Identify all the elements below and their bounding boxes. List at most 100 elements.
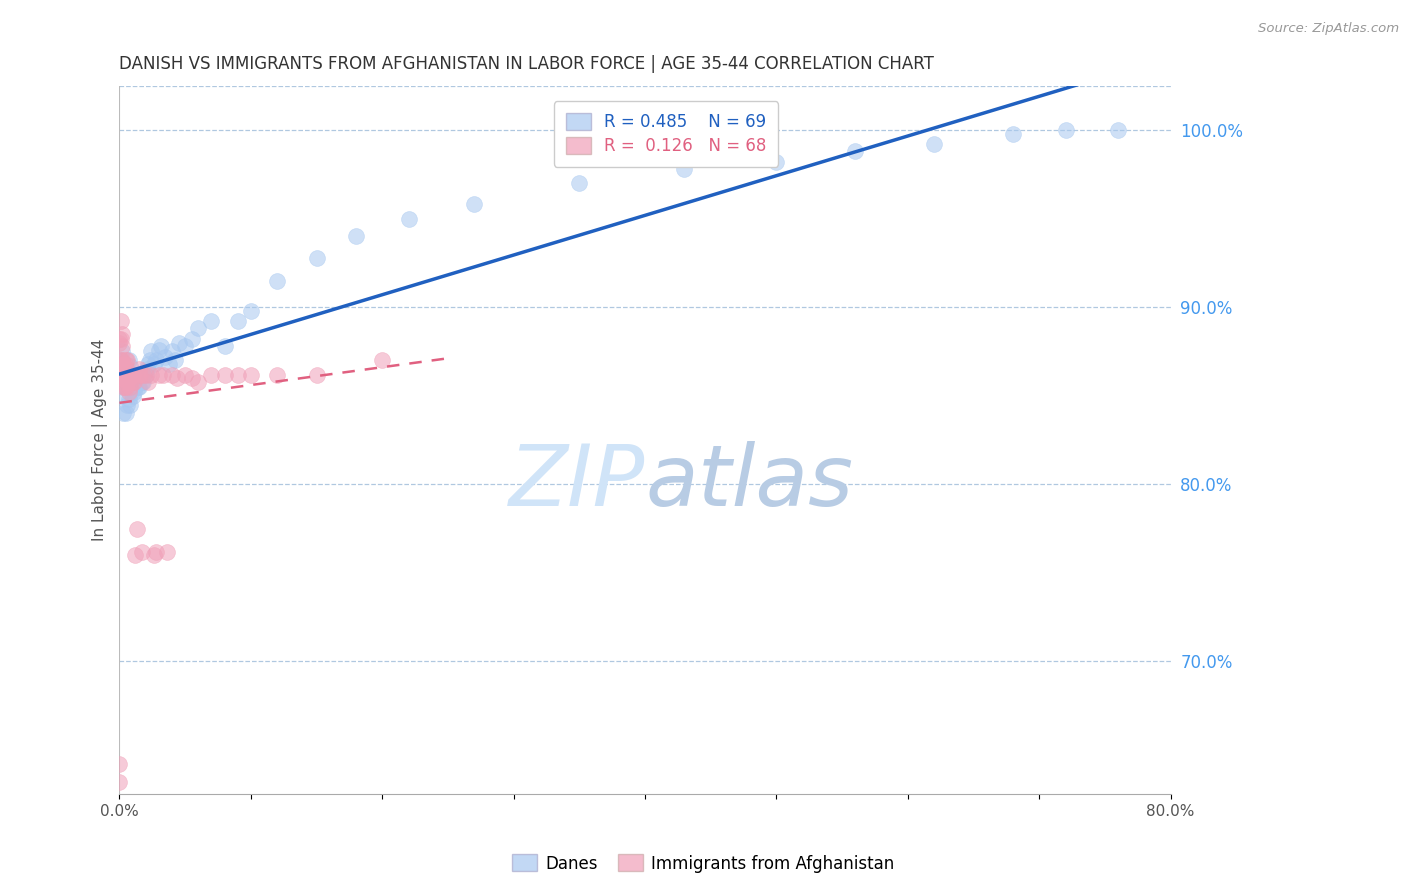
Point	[166, 371, 188, 385]
Point	[110, 371, 132, 385]
Text: atlas: atlas	[645, 441, 853, 524]
Point	[129, 368, 152, 382]
Point	[139, 344, 162, 359]
Point	[922, 137, 945, 152]
Point	[226, 368, 249, 382]
Point	[117, 375, 139, 389]
Point	[111, 368, 134, 382]
Point	[131, 375, 153, 389]
Legend: Danes, Immigrants from Afghanistan: Danes, Immigrants from Afghanistan	[505, 847, 901, 880]
Point	[117, 385, 139, 400]
Point	[463, 197, 485, 211]
Point	[174, 339, 197, 353]
Point	[115, 380, 138, 394]
Point	[124, 548, 146, 562]
Point	[128, 362, 150, 376]
Point	[187, 321, 209, 335]
Point	[139, 368, 162, 382]
Point	[112, 407, 135, 421]
Point	[127, 380, 149, 394]
Point	[1107, 123, 1129, 137]
Point	[118, 398, 141, 412]
Point	[112, 362, 135, 376]
Point	[120, 368, 142, 382]
Point	[127, 368, 149, 382]
Point	[568, 176, 591, 190]
Point	[117, 375, 139, 389]
Point	[111, 339, 134, 353]
Point	[145, 353, 167, 368]
Point	[115, 362, 138, 376]
Point	[138, 375, 160, 389]
Point	[142, 357, 165, 371]
Point	[125, 522, 148, 536]
Point	[112, 357, 135, 371]
Point	[112, 380, 135, 394]
Point	[371, 353, 394, 368]
Point	[117, 368, 139, 382]
Point	[122, 385, 145, 400]
Point	[121, 368, 143, 382]
Point	[136, 362, 159, 376]
Point	[111, 344, 134, 359]
Point	[157, 357, 180, 371]
Text: ZIP: ZIP	[509, 441, 645, 524]
Point	[112, 368, 135, 382]
Point	[114, 380, 136, 394]
Point	[108, 757, 131, 772]
Point	[167, 335, 190, 350]
Point	[398, 211, 420, 226]
Point	[160, 344, 183, 359]
Point	[114, 368, 136, 382]
Point	[129, 368, 152, 382]
Point	[122, 368, 145, 382]
Point	[135, 368, 157, 382]
Point	[111, 326, 134, 341]
Point	[150, 339, 173, 353]
Point	[174, 368, 197, 382]
Point	[122, 375, 145, 389]
Point	[160, 368, 183, 382]
Point	[114, 357, 136, 371]
Point	[114, 380, 136, 394]
Point	[118, 376, 141, 391]
Point	[142, 548, 165, 562]
Point	[148, 368, 170, 382]
Text: Source: ZipAtlas.com: Source: ZipAtlas.com	[1258, 22, 1399, 36]
Point	[110, 353, 132, 368]
Point	[121, 375, 143, 389]
Point	[115, 353, 138, 368]
Point	[155, 350, 177, 364]
Point	[239, 303, 262, 318]
Point	[120, 375, 142, 389]
Point	[844, 145, 866, 159]
Point	[266, 368, 288, 382]
Point	[132, 368, 155, 382]
Point	[239, 368, 262, 382]
Point	[108, 775, 131, 789]
Point	[117, 353, 139, 368]
Point	[117, 376, 139, 391]
Point	[117, 353, 139, 368]
Point	[112, 371, 135, 385]
Point	[121, 389, 143, 403]
Point	[117, 392, 139, 407]
Y-axis label: In Labor Force | Age 35-44: In Labor Force | Age 35-44	[93, 339, 108, 541]
Point	[110, 375, 132, 389]
Point	[226, 314, 249, 328]
Point	[110, 332, 132, 346]
Point	[128, 380, 150, 394]
Legend: R = 0.485    N = 69, R =  0.126   N = 68: R = 0.485 N = 69, R = 0.126 N = 68	[554, 101, 778, 167]
Point	[112, 380, 135, 394]
Point	[125, 371, 148, 385]
Point	[200, 314, 222, 328]
Point	[187, 375, 209, 389]
Point	[180, 332, 202, 346]
Point	[148, 343, 170, 357]
Point	[1054, 123, 1077, 137]
Point	[163, 353, 186, 368]
Point	[214, 368, 236, 382]
Point	[111, 389, 134, 403]
Point	[134, 368, 156, 382]
Text: DANISH VS IMMIGRANTS FROM AFGHANISTAN IN LABOR FORCE | AGE 35-44 CORRELATION CHA: DANISH VS IMMIGRANTS FROM AFGHANISTAN IN…	[120, 55, 935, 73]
